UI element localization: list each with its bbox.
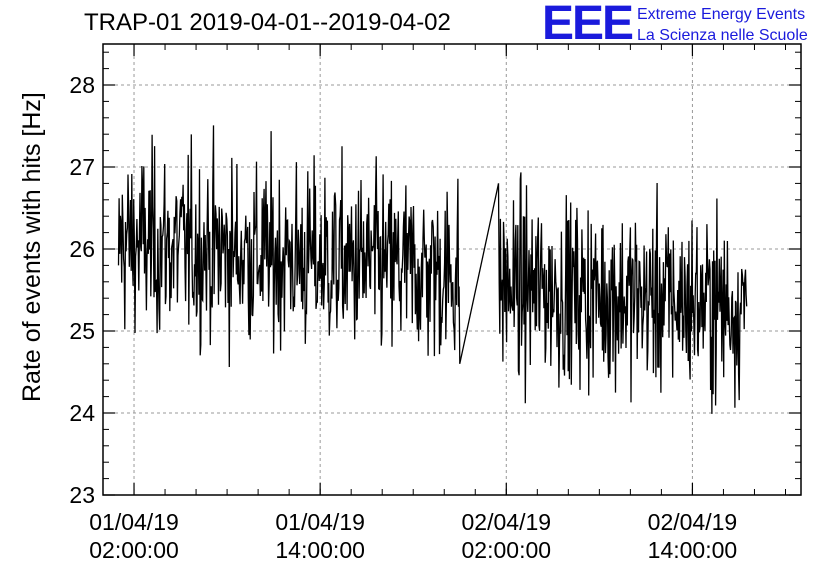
plot-frame [102,43,802,496]
x-tick-label: 02/04/19 [648,509,738,535]
y-tick-label: 27 [69,154,95,180]
y-tick-label: 25 [69,318,95,344]
x-tick-label: 02:00:00 [462,537,552,563]
y-tick-label: 24 [69,400,95,426]
logo-caption: Extreme Energy Events La Scienza nelle S… [637,4,808,46]
x-tick-label: 02:00:00 [89,537,179,563]
eee-logo: EEE [542,0,634,50]
plot-border [102,43,802,496]
y-axis-label: Rate of events with hits [Hz] [18,92,46,402]
series-gap-connector [459,183,500,364]
x-tick-label: 14:00:00 [648,537,738,563]
logo-line-1: Extreme Energy Events [637,6,806,23]
data-lines [117,125,748,414]
rate-series-1 [117,125,461,368]
x-tick-label: 14:00:00 [275,537,365,563]
chart-title: TRAP-01 2019-04-01--2019-04-02 [84,9,451,36]
x-ticks: 01/04/1902:00:0001/04/1914:00:0002/04/19… [89,44,786,563]
rate-series-2 [497,172,748,414]
x-tick-label: 01/04/19 [89,509,179,535]
logo-line-2: La Scienza nelle Scuole [637,27,808,44]
x-tick-label: 01/04/19 [275,509,365,535]
x-tick-label: 02/04/19 [462,509,552,535]
y-ticks: 23 24 25 26 27 28 [69,51,801,508]
y-tick-label: 26 [69,236,95,262]
y-tick-label: 23 [69,482,95,508]
y-tick-label: 28 [69,72,95,98]
